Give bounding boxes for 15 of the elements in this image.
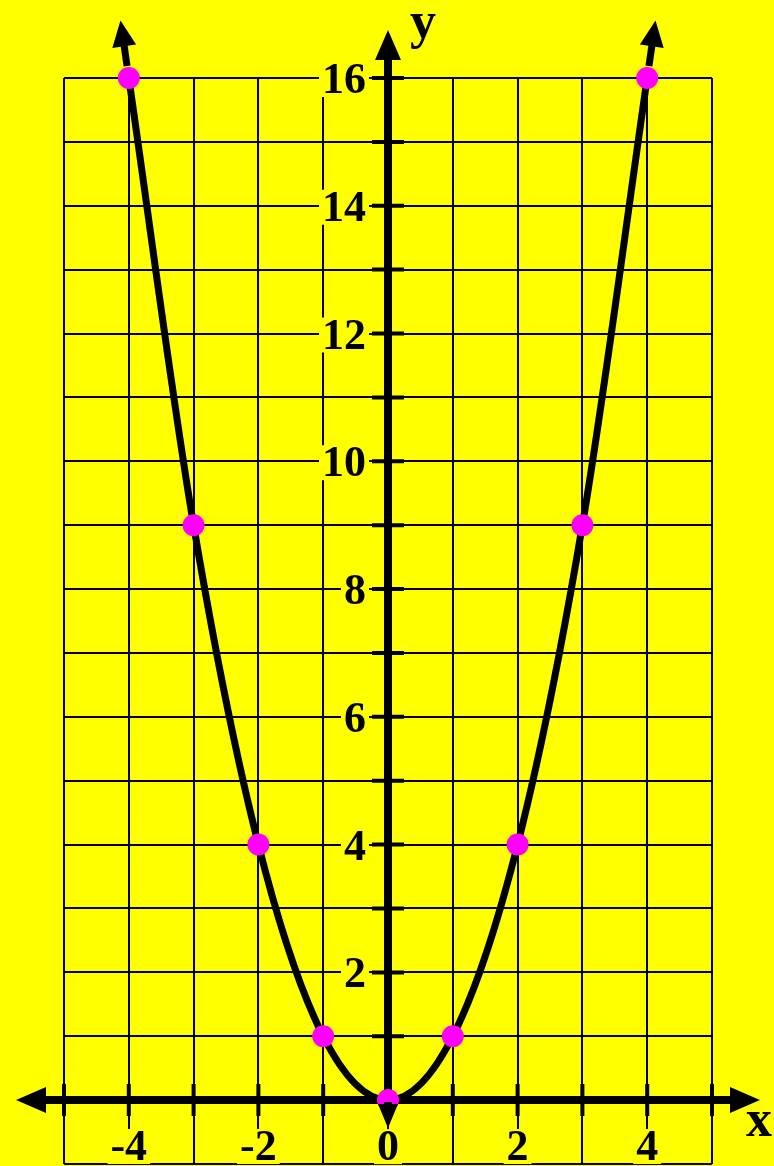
y-tick-label: 6 — [344, 692, 366, 742]
y-tick-label: 8 — [344, 565, 366, 615]
y-tick-label: 14 — [322, 181, 366, 231]
x-axis-title: x — [746, 1090, 772, 1148]
x-tick-label: 4 — [636, 1121, 659, 1166]
y-tick-label: 2 — [344, 948, 366, 998]
x-tick-label: 0 — [377, 1121, 399, 1166]
y-tick-label: 12 — [322, 309, 366, 359]
y-tick-label: 16 — [322, 54, 366, 103]
x-tick-label: -2 — [240, 1121, 277, 1166]
y-tick-label: 4 — [344, 820, 366, 870]
y-tick-label: 10 — [322, 437, 366, 487]
y-axis-title: y — [410, 0, 436, 49]
x-tick-label: 2 — [506, 1121, 529, 1166]
x-tick-label: -4 — [110, 1121, 148, 1166]
